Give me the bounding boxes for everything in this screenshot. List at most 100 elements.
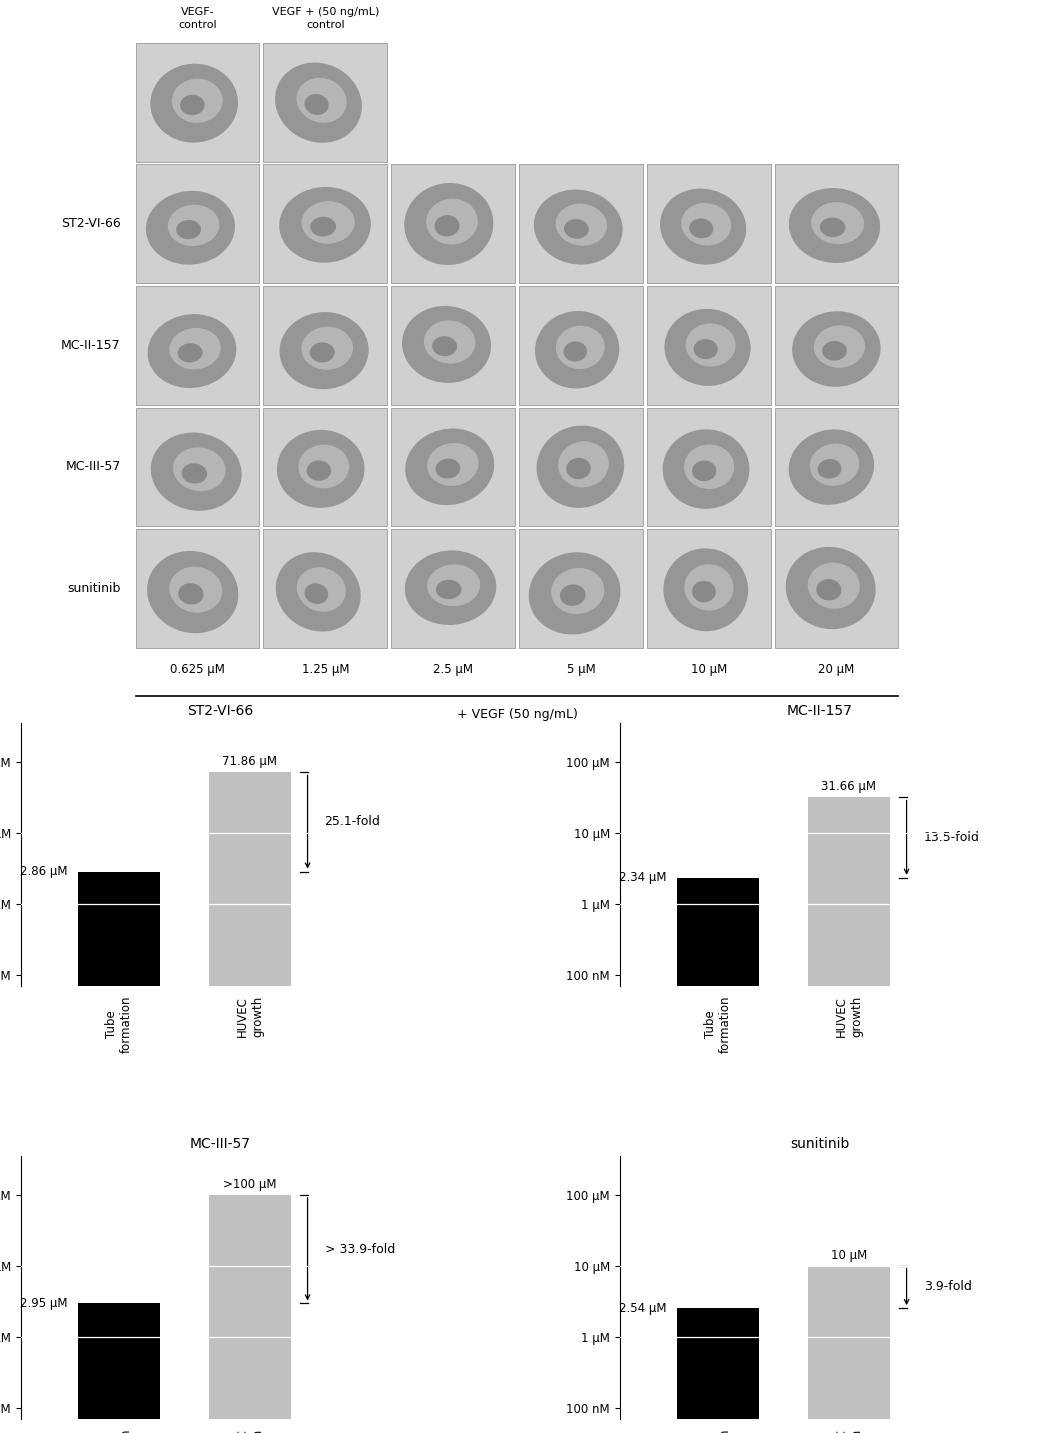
Ellipse shape [551,567,604,613]
Bar [647,165,771,284]
Bar [519,165,643,284]
Ellipse shape [692,580,716,602]
Ellipse shape [276,552,361,632]
Ellipse shape [146,191,235,265]
Text: 31.66 μM: 31.66 μM [822,780,877,794]
Ellipse shape [178,583,204,605]
Text: 2.86 μM: 2.86 μM [21,866,68,878]
Ellipse shape [167,205,219,246]
Ellipse shape [560,585,586,606]
Ellipse shape [178,344,203,363]
Bar [647,407,771,526]
Title: MC-III-57: MC-III-57 [190,1136,251,1151]
Text: 10 μM: 10 μM [831,1248,867,1261]
Ellipse shape [564,341,588,361]
Ellipse shape [534,189,623,265]
Ellipse shape [537,426,624,507]
Text: 2.34 μM: 2.34 μM [620,871,667,884]
Ellipse shape [564,219,589,239]
Bar [263,287,387,406]
Bar [647,287,771,406]
Bar [209,1195,290,1433]
Title: sunitinib: sunitinib [789,1136,850,1151]
Ellipse shape [566,457,591,479]
Bar [135,407,259,526]
Ellipse shape [298,444,349,489]
Ellipse shape [302,327,353,370]
Ellipse shape [555,203,607,245]
Text: MC-III-57: MC-III-57 [66,460,121,473]
Bar [519,287,643,406]
Bar [391,407,515,526]
Ellipse shape [665,310,751,385]
Ellipse shape [173,447,226,492]
Ellipse shape [182,463,207,483]
Ellipse shape [558,441,608,487]
Ellipse shape [151,63,238,143]
Text: 25.1-fold: 25.1-fold [324,815,381,828]
Ellipse shape [820,218,846,236]
Text: 2.5 μM: 2.5 μM [433,662,473,676]
Ellipse shape [296,567,346,612]
Bar [775,529,899,648]
Ellipse shape [690,218,713,238]
Text: 2.95 μM: 2.95 μM [21,1297,68,1310]
Ellipse shape [435,215,460,236]
Bar [78,871,159,1433]
Bar [775,287,899,406]
Ellipse shape [406,428,494,504]
Ellipse shape [427,443,478,486]
Text: VEGF + (50 ng/mL)
control: VEGF + (50 ng/mL) control [271,7,379,30]
Bar [391,165,515,284]
Bar [135,529,259,648]
Ellipse shape [814,325,865,368]
Bar [78,1304,159,1433]
Bar [135,165,259,284]
Ellipse shape [402,305,491,383]
Ellipse shape [811,202,864,244]
Ellipse shape [310,216,336,236]
Title: ST2-VI-66: ST2-VI-66 [187,704,254,718]
Bar [391,529,515,648]
Text: 3.9-fold: 3.9-fold [924,1281,971,1294]
Ellipse shape [172,79,223,123]
Ellipse shape [823,341,847,361]
Ellipse shape [426,199,477,245]
Bar [647,529,771,648]
Ellipse shape [275,63,362,143]
Text: 5 μM: 5 μM [567,662,595,676]
Bar [209,772,290,1433]
Ellipse shape [664,549,748,632]
Ellipse shape [151,433,241,510]
Ellipse shape [817,459,841,479]
Text: 71.86 μM: 71.86 μM [223,755,278,768]
Ellipse shape [436,580,462,599]
Ellipse shape [405,183,493,265]
Text: 13.5-fold: 13.5-fold [924,831,980,844]
Ellipse shape [660,189,746,265]
Bar [135,43,259,162]
Bar [677,878,758,1433]
Bar [263,529,387,648]
Text: + VEGF (50 ng/mL): + VEGF (50 ng/mL) [457,708,577,721]
Ellipse shape [685,324,735,367]
Ellipse shape [302,201,355,244]
Ellipse shape [176,219,201,239]
Text: > 33.9-fold: > 33.9-fold [324,1242,395,1255]
Bar [808,1265,889,1433]
Ellipse shape [436,459,461,479]
Ellipse shape [296,77,346,123]
Ellipse shape [305,95,329,115]
Text: sunitinib: sunitinib [68,582,121,595]
Text: MC-II-157: MC-II-157 [61,340,121,353]
Ellipse shape [433,337,458,357]
Ellipse shape [692,460,717,481]
Ellipse shape [180,95,205,115]
Ellipse shape [792,311,881,387]
Bar [263,407,387,526]
Ellipse shape [808,563,860,609]
Ellipse shape [279,186,371,262]
Bar [775,407,899,526]
Ellipse shape [427,565,480,606]
Ellipse shape [681,203,731,245]
